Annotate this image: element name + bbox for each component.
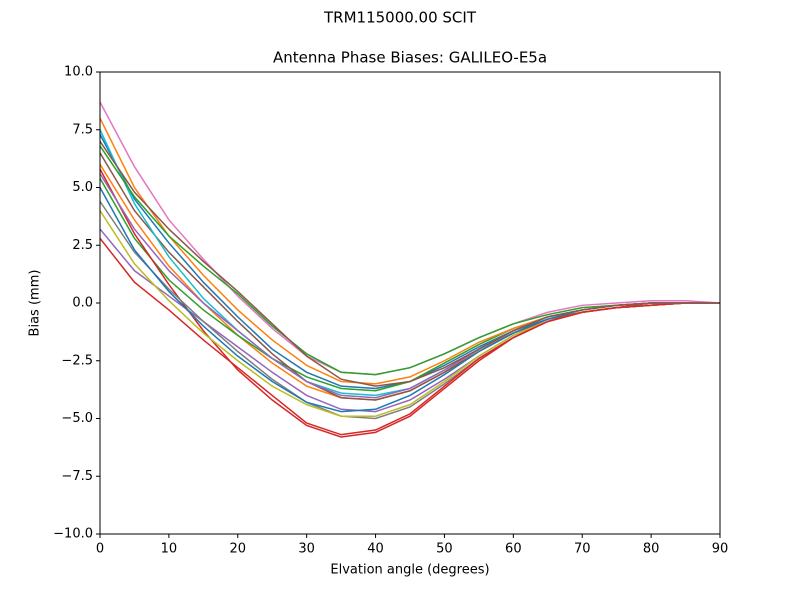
suptitle: TRM115000.00 SCIT (323, 9, 477, 27)
y-tick-label: 7.5 (72, 122, 93, 137)
y-tick-label: 2.5 (72, 238, 93, 253)
x-tick-label: 60 (505, 542, 522, 557)
series-line (99, 152, 720, 401)
x-tick-label: 90 (712, 542, 729, 557)
series-line (99, 237, 720, 436)
chart-title: Antenna Phase Biases: GALILEO-E5a (273, 49, 547, 67)
y-tick-label: −5.0 (61, 411, 93, 426)
x-tick-label: 70 (574, 542, 591, 557)
series-line (99, 164, 720, 401)
x-tick-label: 50 (436, 542, 453, 557)
y-tick-label: −2.5 (61, 353, 93, 368)
y-tick-label: 10.0 (64, 65, 93, 80)
y-tick-label: 0.0 (72, 296, 93, 311)
series-line (99, 134, 720, 390)
series-line (99, 101, 721, 376)
series-line (99, 187, 720, 413)
x-tick-label: 30 (298, 542, 315, 557)
plot-lines (99, 101, 721, 438)
y-tick-label: 5.0 (72, 180, 93, 195)
y-tick-label: −10.0 (53, 527, 93, 542)
x-tick-label: 80 (643, 542, 660, 557)
series-line (99, 177, 720, 392)
x-tick-label: 10 (161, 542, 178, 557)
series-line (99, 145, 720, 376)
x-tick-label: 0 (96, 542, 104, 557)
y-tick-label: −7.5 (61, 469, 93, 484)
series-line (99, 140, 720, 387)
series-line (99, 200, 720, 420)
x-axis-label: Elvation angle (degrees) (330, 563, 489, 578)
y-axis-label: Bias (mm) (28, 270, 43, 337)
x-tick-label: 20 (230, 542, 247, 557)
x-tick-label: 40 (367, 542, 384, 557)
